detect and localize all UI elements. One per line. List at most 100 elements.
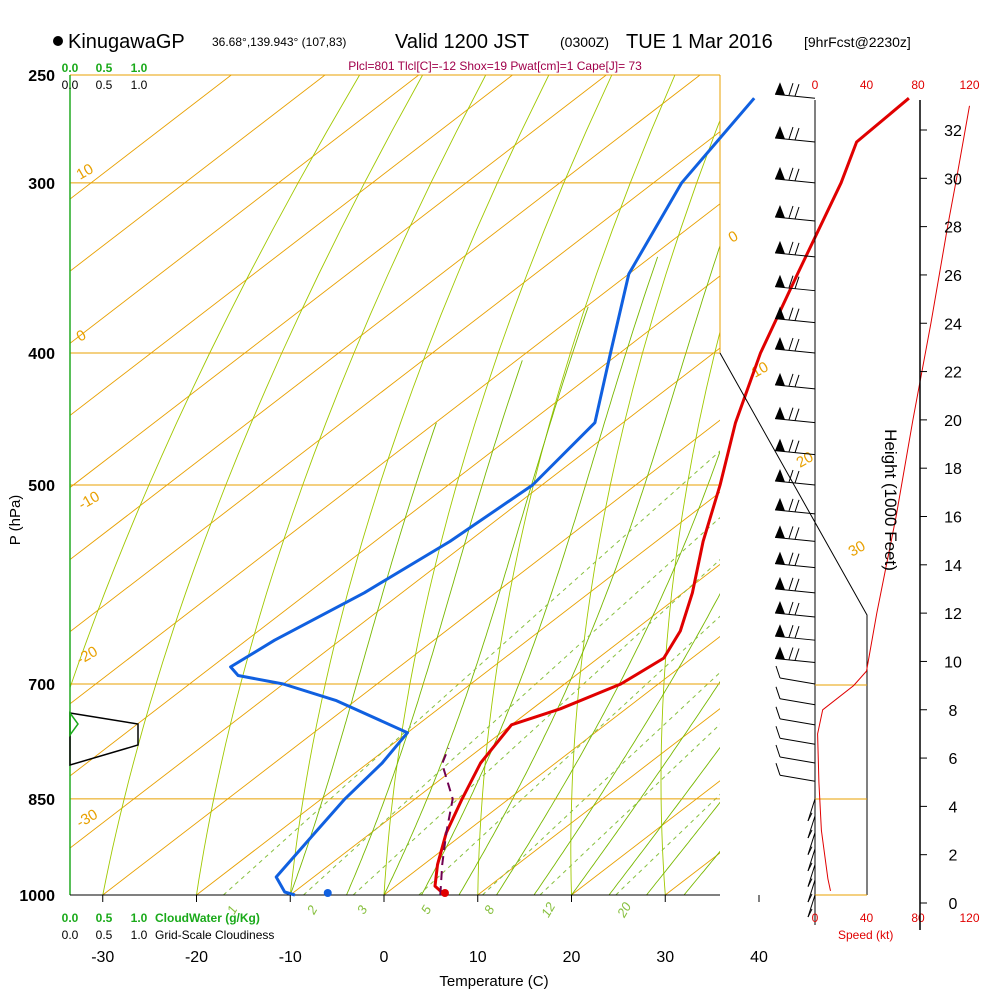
dry-adiabat-line [289, 75, 550, 895]
wind-barb-flag [788, 469, 794, 483]
wind-barb-shaft [779, 677, 816, 685]
cloud-water-tick-label: 0.5 [96, 911, 113, 925]
cloudiness-tick-label: 0.5 [96, 928, 113, 942]
wind-barb-pennant [775, 551, 785, 565]
wind-barb-flag [775, 706, 781, 719]
isotherm-label: 30 [846, 537, 869, 560]
dry-adiabat-line [102, 75, 424, 895]
wind-barb-flag [788, 552, 794, 565]
isotherm-line [70, 75, 420, 344]
wind-barb-flag [794, 168, 800, 182]
pressure-tick-label: 300 [28, 176, 55, 193]
temperature-tick-label: -10 [279, 949, 302, 966]
wind-barb-shaft [807, 894, 816, 918]
pressure-tick-label: 400 [28, 346, 55, 363]
speed-tick-label: 120 [959, 78, 979, 92]
isotherm-line [70, 131, 720, 633]
cloud-water-tick-label: 1.0 [131, 911, 148, 925]
wind-barb [774, 600, 816, 618]
moist-adiabat-line [421, 256, 659, 895]
height-tick-label: 16 [944, 510, 962, 527]
isotherm-line [70, 75, 514, 416]
wind-barb [775, 686, 816, 706]
speed-tick-label: 0 [812, 911, 819, 925]
wind-barb [774, 576, 816, 594]
wind-barb [774, 406, 816, 424]
wind-barb-pennant [775, 469, 785, 482]
temperature-tick-label: 30 [656, 949, 674, 966]
height-tick-label: 32 [944, 123, 962, 140]
wind-barb-shaft [779, 774, 816, 782]
isotherm-label: 10 [74, 160, 97, 183]
dry-adiabat-line [570, 119, 720, 895]
wind-barb-flag [788, 337, 794, 351]
wind-barb-shaft [779, 756, 816, 764]
wind-panel-boundary [719, 352, 868, 895]
speed-tick-label: 40 [860, 911, 874, 925]
wind-barb [775, 706, 816, 726]
pressure-tick-label: 700 [28, 677, 55, 694]
moist-adiabat-line [496, 450, 720, 895]
wind-barb-pennant [775, 205, 785, 219]
wind-barb-flag [807, 908, 813, 918]
wind-barb-flag [788, 498, 794, 512]
isotherm-line [70, 275, 720, 777]
wind-barb-flag [794, 408, 800, 421]
wind-barb-flag [794, 374, 800, 388]
temperature-tick-label: -30 [91, 949, 114, 966]
wind-barb-flag [788, 407, 794, 420]
wind-barb-flag [788, 167, 794, 181]
wind-barb-pennant [775, 274, 785, 288]
wind-barb-flag [788, 205, 794, 219]
wind-barb-flag [788, 601, 794, 615]
wind-barb-flag [788, 307, 794, 320]
wind-barb-flag [794, 84, 800, 97]
speed-tick-label: 80 [911, 78, 925, 92]
wind-barb-flag [775, 665, 781, 679]
moist-adiabat-line [383, 306, 589, 895]
height-axis-label: Height (1000 Feet) [881, 429, 900, 571]
stability-indices: Plcl=801 Tlcl[C]=-12 Shox=19 Pwat[cm]=1 … [348, 59, 642, 73]
cloudiness-tick-label: 1.0 [131, 78, 148, 92]
wind-barb [775, 726, 816, 745]
station-coords: 36.68°,139.943° (107,83) [212, 35, 346, 49]
wind-barb-shaft [807, 848, 816, 872]
mixing-ratio-line [482, 671, 720, 895]
wind-barb-flag [775, 763, 781, 776]
isotherm-line [70, 347, 720, 849]
wind-barb-shaft [779, 737, 816, 745]
cloud-water-tick-label: 0.5 [96, 61, 113, 75]
temperature-tick-label: 40 [750, 949, 768, 966]
height-tick-label: 12 [944, 606, 962, 623]
wind-barb-pennant [775, 497, 785, 511]
forecast-info: [9hrFcst@2230z] [804, 34, 911, 50]
cloudiness-axis-label: Grid-Scale Cloudiness [155, 928, 274, 942]
cloud-water-axis-label: CloudWater (g/Kg) [155, 911, 260, 925]
moist-adiabat-line [608, 746, 720, 895]
wind-barb-flag [794, 499, 800, 513]
wind-barb-shaft [807, 815, 816, 839]
wind-barb-pennant [775, 406, 785, 420]
wind-barb [807, 815, 816, 839]
wind-barb-shaft [779, 698, 816, 706]
surface-temperature-point [440, 889, 449, 897]
mixing-ratio-line [539, 723, 720, 895]
mixing-ratio-line [418, 615, 720, 895]
speed-axis-label: Speed (kt) [838, 928, 893, 942]
wind-barb-flag [807, 893, 813, 903]
wind-barb-flag [807, 862, 813, 872]
temperature-tick-label: 20 [563, 949, 581, 966]
wind-barb [774, 274, 816, 292]
cloud-water-tick-label: 1.0 [131, 61, 148, 75]
wind-barb-shaft [807, 832, 816, 855]
wind-barb [774, 166, 816, 184]
wind-barb-flag [788, 241, 794, 255]
temperature-line [433, 97, 910, 897]
wind-barb [774, 525, 816, 542]
wind-barb [774, 438, 816, 456]
height-tick-label: 22 [944, 365, 962, 382]
wind-barb-flag [794, 338, 800, 352]
temperature-axis-label: Temperature (C) [439, 973, 548, 990]
wind-barb-pennant [775, 126, 785, 140]
